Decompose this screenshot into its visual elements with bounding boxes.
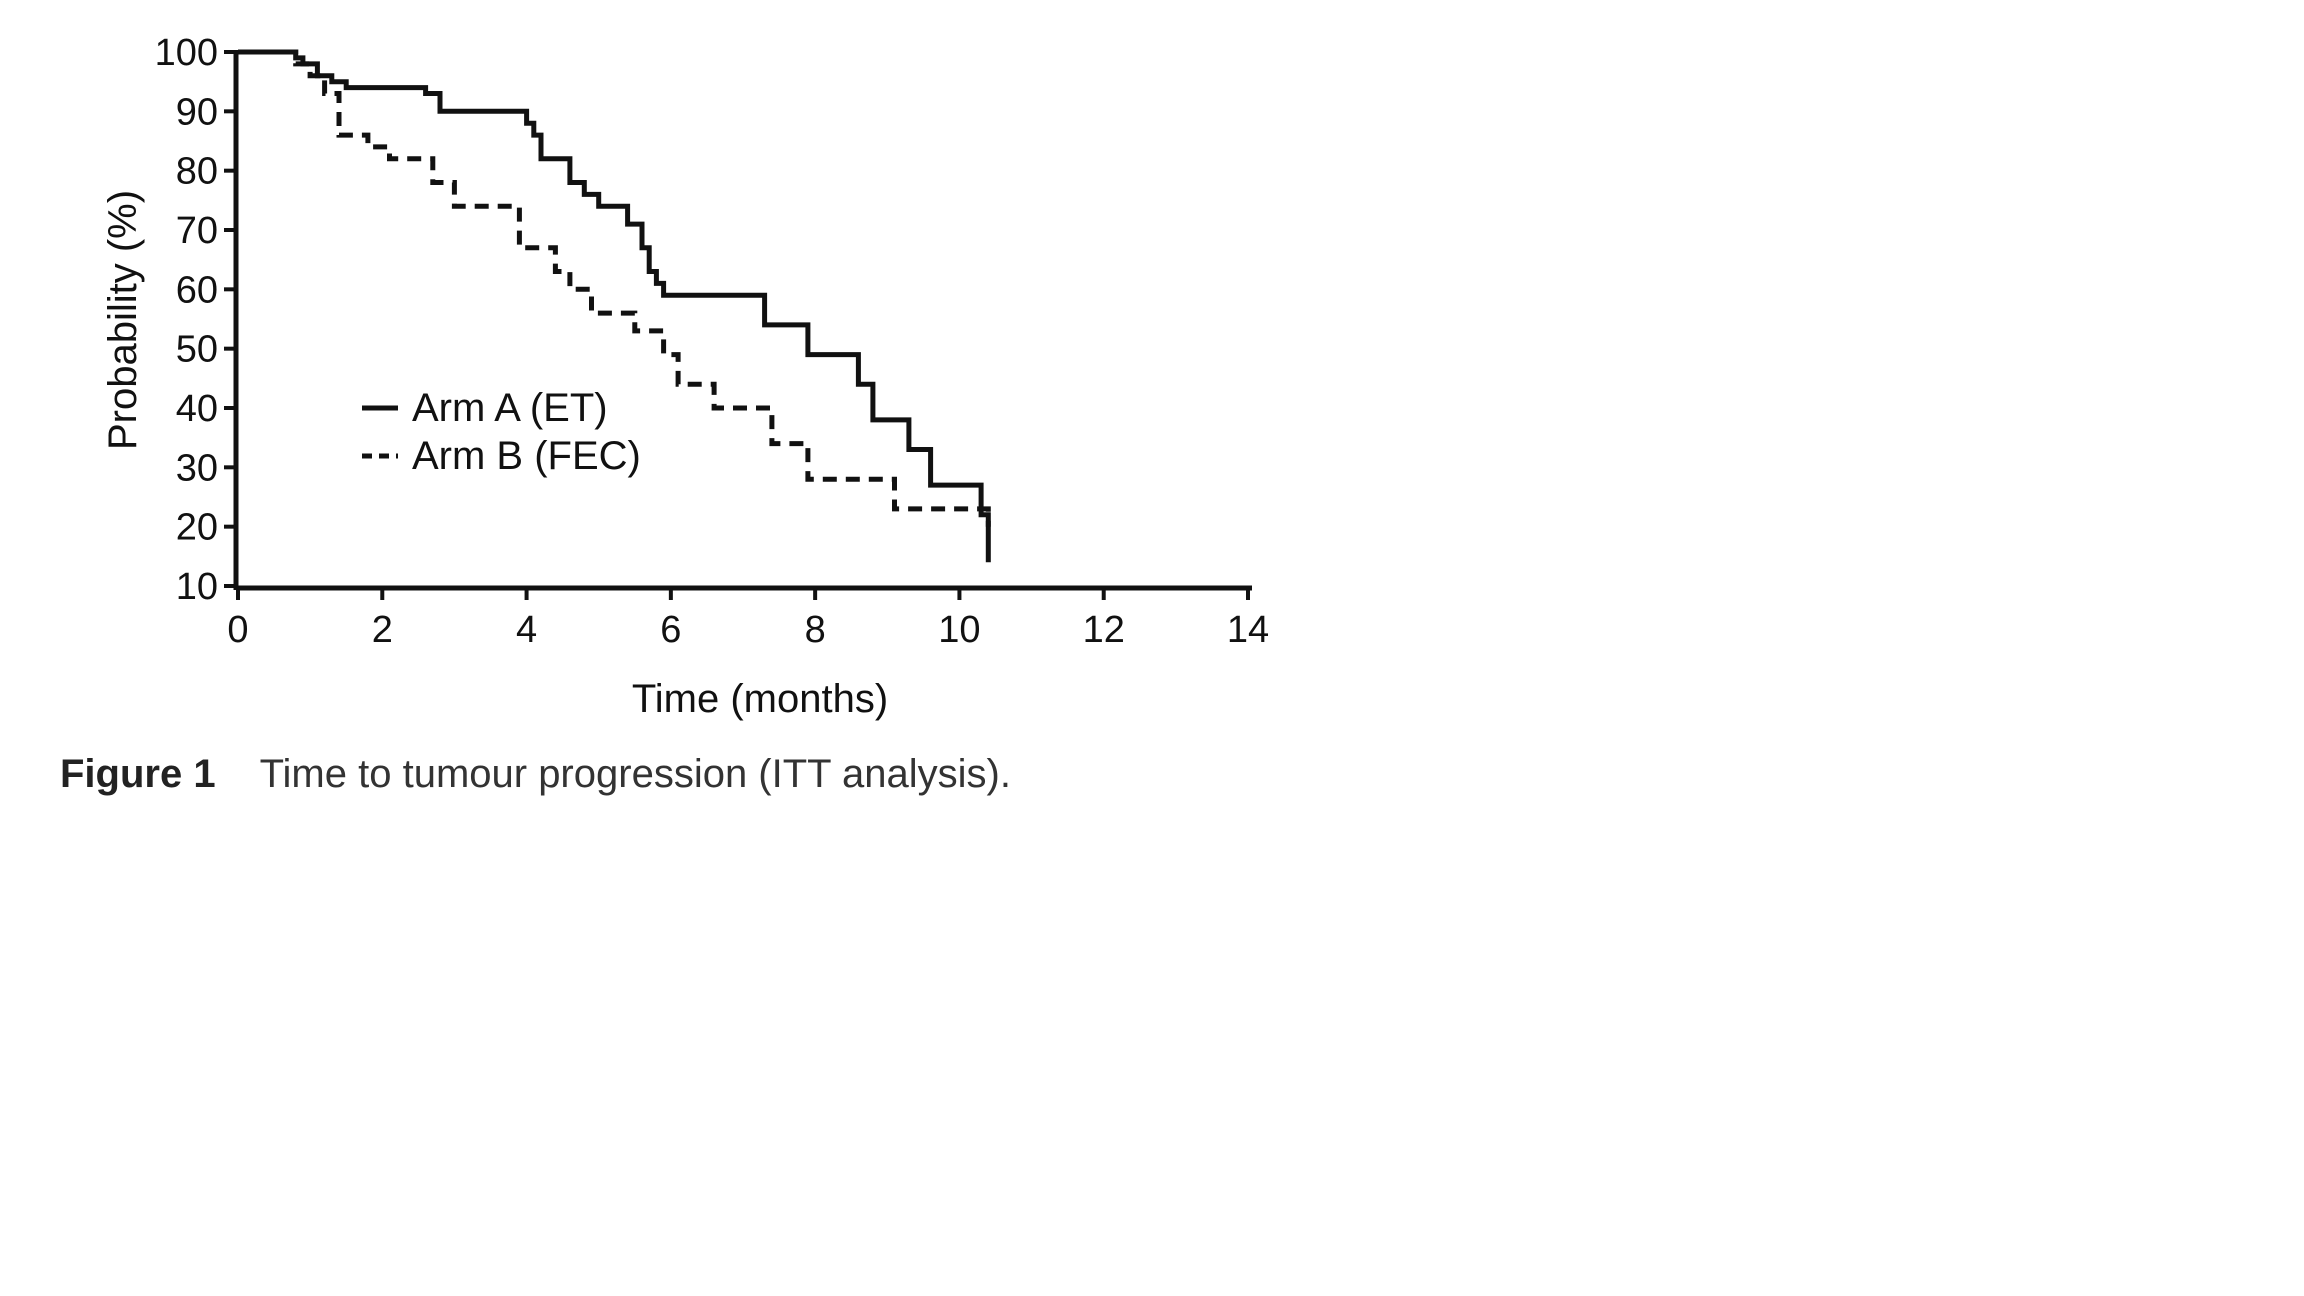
legend-label-arm-a: Arm A (ET) <box>412 386 608 430</box>
y-tick-label: 60 <box>176 269 218 311</box>
legend: Arm A (ET)Arm B (FEC) <box>362 386 641 478</box>
y-tick-label: 70 <box>176 210 218 252</box>
x-tick-label: 12 <box>1083 609 1125 651</box>
y-tick-label: 10 <box>176 566 218 608</box>
series-layer <box>238 49 991 563</box>
y-tick-label: 20 <box>176 507 218 549</box>
x-tick-label: 10 <box>938 609 980 651</box>
x-axis-title: Time (months) <box>632 677 888 721</box>
legend-label-arm-b: Arm B (FEC) <box>412 434 641 478</box>
x-tick-label: 14 <box>1227 609 1269 651</box>
x-tick-label: 8 <box>805 609 826 651</box>
figure-caption-text: Time to tumour progression (ITT analysis… <box>259 752 1011 796</box>
x-axis: 0 2 4 6 8 10 12 14 <box>227 585 1269 651</box>
y-tick-label: 50 <box>176 329 218 371</box>
y-tick-label: 80 <box>176 151 218 193</box>
x-tick-label: 2 <box>372 609 393 651</box>
y-tick-label: 40 <box>176 388 218 430</box>
x-tick-label: 4 <box>516 609 537 651</box>
series-line-arm-b <box>238 49 991 527</box>
km-chart: 0 2 4 6 8 10 12 14 10 20 30 40 50 60 70 80 90 100 Arm A … <box>101 32 1269 721</box>
y-tick-label: 100 <box>155 32 218 74</box>
y-tick-label: 30 <box>176 447 218 489</box>
x-tick-label: 0 <box>227 609 248 651</box>
y-axis-title: Probability (%) <box>101 190 145 450</box>
figure-label: Figure 1 <box>60 752 216 796</box>
y-axis: 10 20 30 40 50 60 70 80 90 100 <box>155 32 239 608</box>
series-line-arm-a <box>238 49 991 563</box>
x-tick-label: 6 <box>660 609 681 651</box>
y-tick-label: 90 <box>176 91 218 133</box>
figure-caption: Figure 1 Time to tumour progression (ITT … <box>60 752 1011 797</box>
